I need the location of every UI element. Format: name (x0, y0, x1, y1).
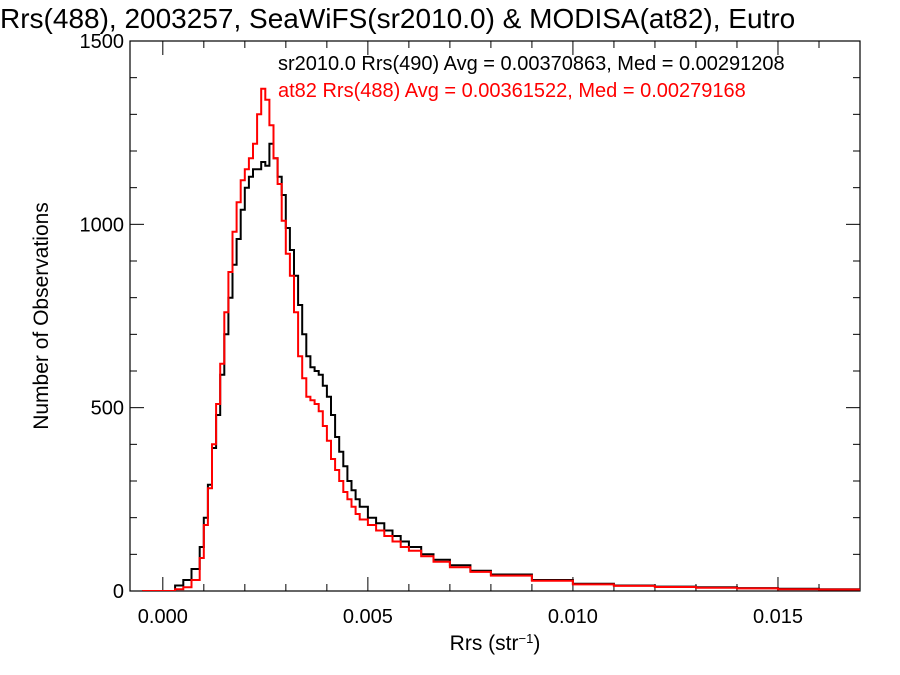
x-tick-label: 0.010 (548, 606, 598, 628)
x-tick-label: 0.005 (343, 606, 393, 628)
x-tick-label: 0.000 (138, 606, 188, 628)
y-tick-label: 1500 (80, 31, 125, 53)
legend-entry-2: at82 Rrs(488) Avg = 0.00361522, Med = 0.… (278, 80, 746, 102)
axis-ticks: 0.000 0.005 0.010 0.015 0 500 1000 1500 (80, 31, 860, 628)
x-axis-label-main: Rrs (str (450, 632, 519, 655)
plot-frame (129, 40, 861, 592)
x-axis-label-tail: ) (533, 632, 540, 655)
chart-title: Rrs(488), 2003257, SeaWiFS(sr2010.0) & M… (0, 3, 795, 34)
y-tick-label: 500 (91, 398, 124, 420)
series-line-2 (142, 87, 860, 591)
legend: sr2010.0 Rrs(490) Avg = 0.00370863, Med … (278, 53, 785, 102)
y-tick-label: 1000 (80, 214, 125, 236)
x-axis-label-superscript: −1 (519, 631, 534, 646)
x-axis-label: Rrs (str−1) (450, 631, 541, 656)
plot-area (129, 40, 861, 592)
legend-entry-1: sr2010.0 Rrs(490) Avg = 0.00370863, Med … (278, 53, 785, 75)
series-line-1 (142, 142, 860, 591)
x-tick-label: 0.015 (753, 606, 803, 628)
y-tick-label: 0 (113, 581, 124, 603)
series-layer (142, 87, 860, 591)
y-axis-label: Number of Observations (30, 202, 53, 430)
